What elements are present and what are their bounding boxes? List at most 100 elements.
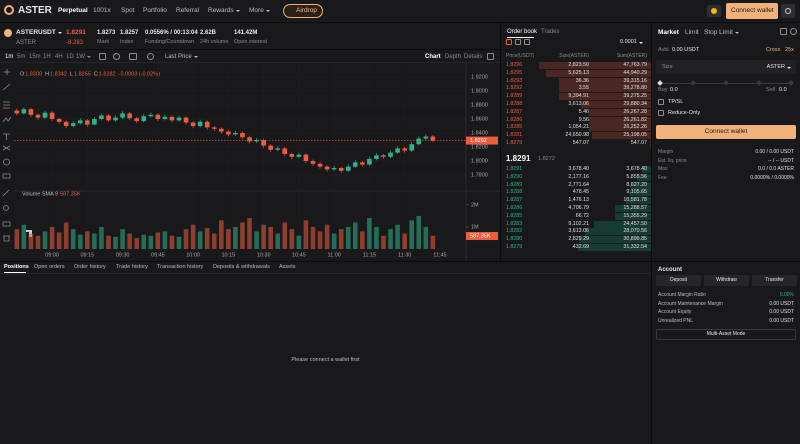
slider-thumb[interactable] (657, 80, 663, 86)
line-tool[interactable] (2, 83, 11, 91)
book-price[interactable]: 1.8288 (506, 101, 523, 107)
nav-item[interactable]: Portfolio (143, 7, 167, 14)
pen-tool[interactable] (2, 189, 10, 197)
book-price[interactable]: 1.8292 (506, 85, 523, 92)
crosshair-tool[interactable] (4, 69, 10, 75)
positions-tab[interactable]: Assets (279, 264, 296, 270)
connect-button[interactable] (726, 3, 778, 19)
book-price[interactable]: 1.8287 (506, 108, 523, 115)
info-icon[interactable] (790, 28, 797, 35)
mode-button[interactable]: Multi-Asset Mode (706, 331, 746, 337)
order-type[interactable]: Limit (685, 29, 699, 36)
book-price[interactable]: 1.8287 (506, 197, 523, 204)
chart-view[interactable]: Details (464, 54, 483, 60)
magnet-tool[interactable] (2, 221, 11, 227)
book-price[interactable]: 1.8289 (506, 93, 523, 100)
book-price[interactable]: 1.8285 (506, 124, 523, 131)
book-price[interactable]: 1.8282 (506, 228, 523, 235)
airdrop[interactable]: Airdrop (296, 7, 317, 14)
book-price[interactable]: 1.8293 (506, 77, 523, 84)
size-input[interactable] (656, 60, 796, 74)
interval[interactable]: 1W (76, 54, 85, 60)
leverage[interactable]: 25x (785, 47, 794, 53)
account-button[interactable]: Withdraw (716, 277, 737, 283)
view-both[interactable] (506, 39, 512, 45)
positions-tab[interactable]: Deposits & withdrawals (213, 264, 270, 270)
book-price[interactable]: 1.8286 (506, 116, 523, 123)
ruler-tool[interactable] (2, 173, 11, 179)
book-price[interactable]: 1.8295 (506, 69, 523, 76)
book-price[interactable]: 1.8286 (506, 205, 523, 211)
order-type[interactable]: Stop Limit (704, 29, 740, 37)
book-tab[interactable]: Trades (541, 29, 560, 35)
positions-tab[interactable]: Order history (74, 264, 106, 270)
positions-tab[interactable]: Open orders (34, 264, 65, 270)
positions-tab[interactable]: Positions (4, 264, 29, 270)
text-tool[interactable] (3, 133, 10, 140)
book-price[interactable]: 1.8291 (506, 166, 523, 172)
layout-icon[interactable] (129, 53, 137, 60)
interval[interactable]: 1m (5, 54, 14, 60)
interval[interactable]: 5m (17, 54, 26, 60)
symbol[interactable]: ASTERUSDT (16, 29, 63, 37)
mode-button-box[interactable] (656, 329, 796, 340)
option-label[interactable]: Reduce-Only (668, 110, 701, 116)
checkbox[interactable] (658, 99, 664, 105)
airdrop-pill[interactable] (283, 4, 323, 18)
nav-item[interactable]: Spot (121, 7, 135, 14)
book-price[interactable]: 1.8285 (506, 212, 523, 219)
tick-size[interactable]: 0.0001 (620, 39, 644, 46)
drawing-tools[interactable] (2, 69, 12, 242)
nav-item[interactable]: Rewards (208, 7, 241, 15)
price-source[interactable]: Last Price (165, 54, 199, 60)
view-bids[interactable] (515, 39, 521, 45)
book-price[interactable]: 1.8290 (506, 173, 523, 180)
checkbox[interactable] (658, 110, 664, 116)
nav-item[interactable]: Perpetual (58, 7, 88, 14)
positions-tab[interactable]: Transaction history (157, 264, 204, 270)
view-asks[interactable] (524, 39, 530, 45)
option-label[interactable]: TP/SL (668, 99, 684, 105)
book-price[interactable]: 1.8279 (506, 140, 523, 146)
book-price[interactable]: 1.8281 (506, 132, 523, 139)
account-button-box[interactable] (752, 275, 797, 286)
book-price[interactable]: 1.8280 (506, 236, 523, 243)
interval[interactable]: 15m (29, 54, 41, 60)
account-button[interactable]: Deposit (670, 277, 687, 283)
size-unit[interactable]: ASTER (767, 64, 792, 71)
book-price[interactable]: 1.8289 (506, 181, 523, 188)
fullscreen-icon[interactable] (487, 53, 494, 60)
compare-icon[interactable] (113, 53, 120, 60)
interval[interactable]: 1D (66, 54, 74, 60)
calc-icon[interactable] (780, 28, 787, 35)
book-price[interactable]: 1.8283 (506, 220, 523, 227)
connect-label[interactable]: Connect wallet (704, 128, 748, 135)
book-price[interactable]: 1.8288 (506, 189, 523, 196)
chart-view[interactable]: Chart (425, 54, 441, 60)
fib-tool[interactable] (3, 101, 10, 109)
connect-button[interactable] (656, 125, 796, 139)
connect-label[interactable]: Connect wallet (731, 7, 774, 14)
settings-icon[interactable] (147, 53, 154, 60)
trash-tool[interactable] (3, 235, 10, 242)
account-button[interactable]: Transfer (765, 277, 784, 283)
chart-view[interactable]: Depth (445, 54, 462, 60)
interval[interactable]: 4H (55, 54, 63, 60)
indicator-icon[interactable] (99, 53, 106, 60)
emoji-tool[interactable] (3, 158, 10, 166)
measure-tool[interactable] (2, 145, 11, 151)
logo[interactable]: ASTER (18, 5, 52, 16)
margin-mode[interactable]: Cross (766, 47, 781, 53)
nav-item[interactable]: More (249, 7, 271, 15)
nav-item[interactable]: 1001x (93, 7, 111, 14)
positions-tab[interactable]: Trade history (116, 264, 148, 270)
zoom-tool[interactable] (3, 205, 9, 211)
order-type[interactable]: Market (658, 29, 679, 36)
account-button-box[interactable] (704, 275, 749, 286)
book-tab[interactable]: Order book (507, 29, 538, 35)
book-price[interactable]: 1.8296 (506, 62, 523, 68)
interval[interactable]: 1H (43, 54, 51, 60)
pattern-tool[interactable] (2, 116, 12, 123)
nav-item[interactable]: Referral (176, 7, 200, 14)
account-button-box[interactable] (656, 275, 701, 286)
